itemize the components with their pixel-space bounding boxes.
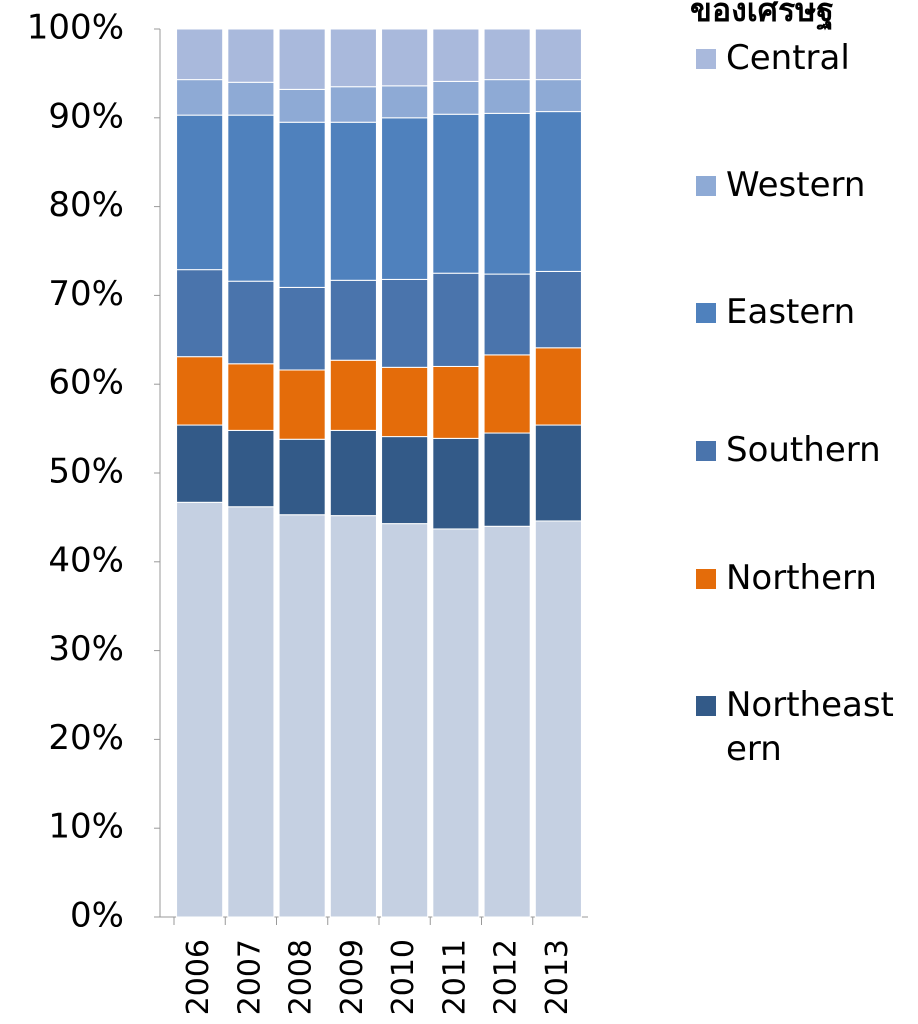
bar-segment [534,424,582,522]
legend-swatch [696,696,716,716]
bar-segment [534,270,582,349]
bar-segment [432,28,480,82]
bar-segment [483,79,531,114]
legend-item: Western [696,163,906,207]
bar-segment [432,272,480,367]
bar-segment [278,121,326,288]
bar-segment [176,79,224,116]
bar-segment [483,112,531,275]
legend-item: Southern [696,428,906,472]
x-tick-label: 2013 [540,939,575,1015]
x-tick-label: 2011 [437,939,472,1015]
legend-label: Southern [726,430,881,470]
bar-segment [432,113,480,274]
bar-segment [381,366,429,438]
legend-label: Western [726,165,866,205]
legend-swatch [696,441,716,461]
bar-segment [534,79,582,113]
legend-swatch [696,303,716,323]
bar-segment [534,520,582,918]
legend-item: Northeastern [696,683,906,771]
bar-segment [483,354,531,434]
bar-segment [483,28,531,81]
bar-segment [534,111,582,272]
x-tick-label: 2006 [181,939,216,1015]
bar-segment [227,28,275,83]
bar-segment [381,523,429,918]
bar-segment [483,432,531,527]
bar-segment [227,429,275,508]
legend-label: Central [726,38,850,78]
bar-segment [483,273,531,356]
y-tick-label: 30% [48,629,124,669]
bar-segment [329,515,377,918]
y-tick-label: 40% [48,540,124,580]
y-tick-label: 70% [48,274,124,314]
x-tick-label: 2012 [489,939,524,1015]
legend-swatch [696,49,716,69]
bar-segment [432,528,480,918]
bar-segment [432,80,480,115]
bar-segment [381,278,429,368]
y-tick-label: 90% [48,96,124,136]
bar-segment [176,269,224,358]
bar-segment [381,436,429,525]
bar-segment [278,369,326,440]
bar-segment [227,114,275,282]
bar-segment [278,88,326,123]
y-tick-label: 60% [48,363,124,403]
bar-segment [227,363,275,431]
bar-segment [534,347,582,426]
legend-label: Northeastern [726,685,894,769]
bar-segment [329,429,377,517]
legend-item: Eastern [696,290,906,334]
y-tick-label: 80% [48,185,124,225]
x-tick-label: 2009 [335,939,370,1015]
y-tick-label: 100% [27,8,124,48]
bar-segment [432,437,480,530]
bar-segment [227,81,275,116]
x-tick-label: 2008 [284,939,319,1015]
bar-segment [176,356,224,426]
bar-segment [329,121,377,281]
y-tick-label: 10% [48,807,124,847]
legend-swatch [696,176,716,196]
bar-segment [432,365,480,439]
bar-segment [329,359,377,431]
bar-segment [381,117,429,280]
bar-segment [483,525,531,918]
x-tick-label: 2007 [232,939,267,1015]
bar-segment [278,514,326,918]
bar-segment [176,424,224,503]
legend-item: Central [696,36,906,80]
bar-segment [278,28,326,90]
bar-segment [278,286,326,371]
legend-swatch [696,569,716,589]
bar-segment [176,28,224,81]
y-tick-label: 20% [48,718,124,758]
bar-segment [381,85,429,119]
legend-label: Eastern [726,292,856,332]
bar-segment [278,438,326,516]
legend-item: Northern [696,556,906,600]
bar-segment [534,28,582,81]
chart-title: ของเศรษฐ [690,0,834,31]
bar-segment [329,86,377,123]
bar-segment [227,280,275,365]
y-tick-label: 50% [48,452,124,492]
legend-label: Northern [726,558,877,598]
bar-segment [227,506,275,918]
bar-segment [329,28,377,88]
bar-segment [176,114,224,271]
bar-segment [176,501,224,918]
bar-segment [381,28,429,87]
x-tick-label: 2010 [386,939,421,1015]
y-tick-label: 0% [70,896,124,936]
bar-segment [329,279,377,361]
